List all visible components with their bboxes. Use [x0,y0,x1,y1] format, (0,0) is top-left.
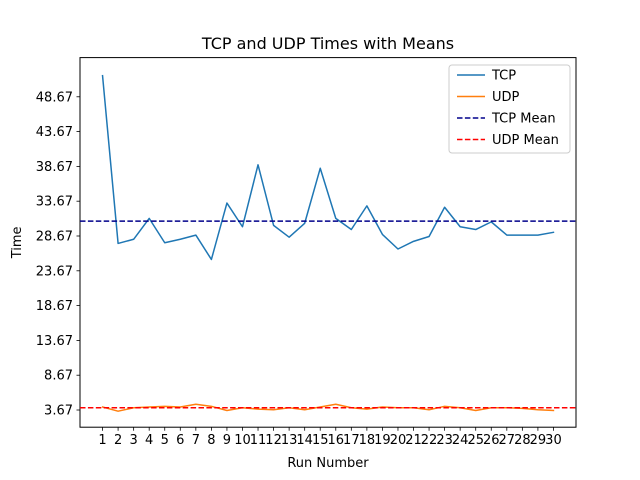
x-tick-label: 27 [499,433,516,448]
y-tick-label: 8.67 [44,369,73,384]
legend-box [448,64,571,154]
x-tick-label: 25 [467,433,484,448]
x-tick-label: 8 [207,433,215,448]
y-tick-label: 18.67 [36,299,73,314]
tcp-series-line [101,74,555,261]
x-tick-label: 9 [223,433,231,448]
y-tick-label: 48.67 [36,90,73,105]
series-lines [80,74,576,412]
y-tick-label: 28.67 [36,229,73,244]
tcp-legend-label: TCP [491,69,516,84]
x-tick-label: 12 [265,433,282,448]
y-tick-label: 38.67 [36,160,73,175]
udp-mean-legend-label: UDP Mean [492,133,559,148]
x-tick-label: 26 [483,433,500,448]
y-tick-label: 3.67 [44,404,73,419]
x-tick-label: 20 [390,433,407,448]
y-tick-label: 23.67 [36,264,73,279]
x-tick-label: 21 [405,433,422,448]
x-tick-label: 15 [312,433,329,448]
y-tick-label: 13.67 [36,334,73,349]
x-tick-label: 19 [374,433,391,448]
y-axis-ticks: 3.67 8.67 13.67 18.67 23.67 28.67 33.67 38.67 43… [36,90,80,419]
plot-area [79,57,577,428]
chart-title: TCP and UDP Times with Means [201,34,454,53]
tcp-mean-legend-label: TCP Mean [491,112,556,127]
x-tick-label: 30 [545,433,562,448]
x-tick-label: 4 [145,433,153,448]
y-tick-label: 33.67 [36,195,73,210]
x-tick-label: 13 [281,433,298,448]
x-axis-label: Run Number [287,456,369,471]
x-tick-label: 11 [250,433,267,448]
x-axis-ticks: 1 2 3 4 5 6 7 8 9 10 11 12 13 14 15 16 17 18 19 20 21 22 23 24 2… [98,427,562,448]
x-tick-label: 18 [359,433,376,448]
x-tick-label: 29 [530,433,547,448]
x-tick-label: 16 [328,433,345,448]
x-tick-label: 1 [98,433,106,448]
x-tick-label: 24 [452,433,469,448]
x-tick-label: 5 [161,433,169,448]
x-tick-label: 28 [514,433,531,448]
udp-legend-label: UDP [492,90,520,105]
x-tick-label: 2 [114,433,122,448]
x-tick-label: 10 [234,433,251,448]
x-tick-label: 7 [192,433,200,448]
x-tick-label: 17 [343,433,360,448]
x-tick-label: 23 [436,433,453,448]
y-axis-label: Time [10,226,25,259]
y-tick-label: 43.67 [36,125,73,140]
x-tick-label: 6 [176,433,184,448]
legend: TCP UDP TCP Mean UDP Mean [448,64,571,154]
udp-series-line [101,403,555,412]
x-tick-label: 22 [421,433,438,448]
x-tick-label: 14 [296,433,313,448]
x-tick-label: 3 [130,433,138,448]
